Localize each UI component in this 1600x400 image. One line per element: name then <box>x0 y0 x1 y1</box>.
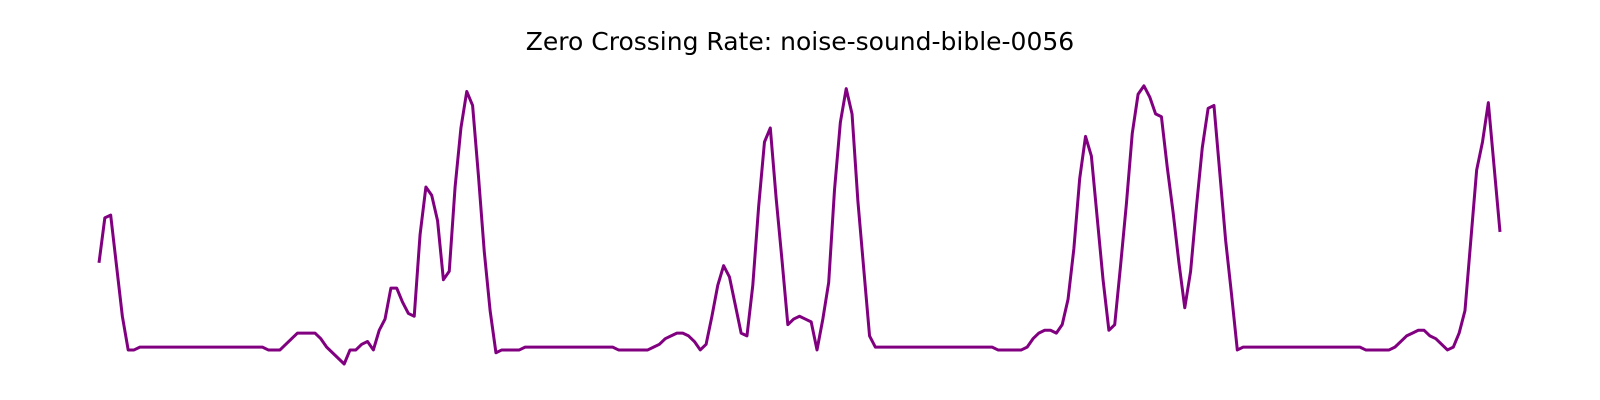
chart-title: Zero Crossing Rate: noise-sound-bible-00… <box>526 27 1074 56</box>
line <box>97 84 1502 366</box>
